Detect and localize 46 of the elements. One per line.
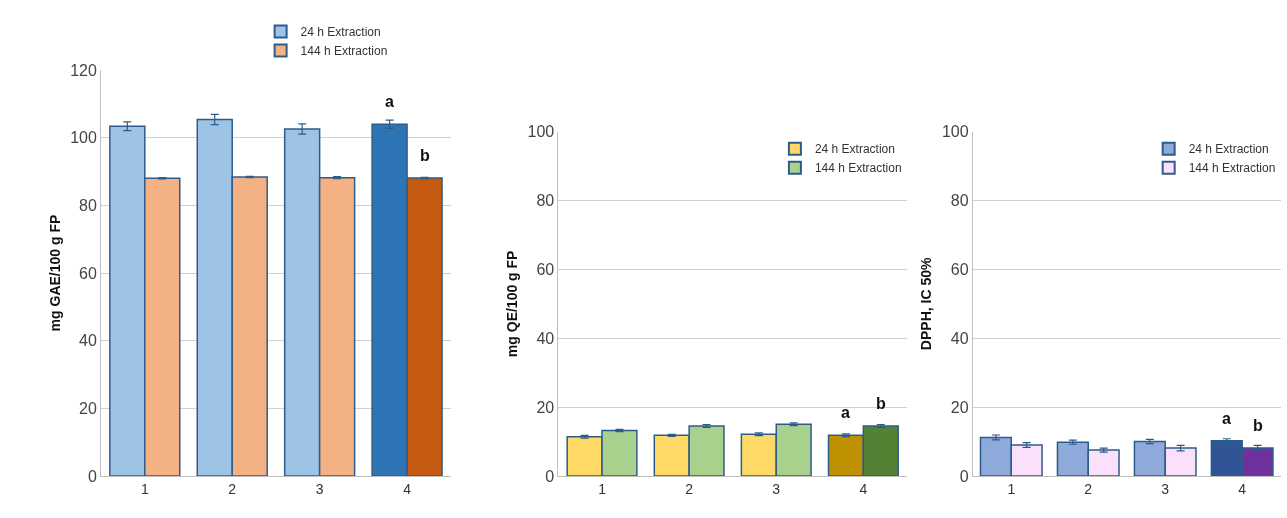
y-tick-label: 120 bbox=[70, 61, 97, 79]
y-tick-label: 60 bbox=[79, 264, 97, 282]
x-tick-label: 4 bbox=[859, 480, 868, 497]
y-axis-title: DPPH, IC 50% bbox=[918, 257, 935, 351]
annotation: b bbox=[1253, 417, 1263, 434]
y-tick-label: 60 bbox=[536, 261, 555, 279]
y-axis-title: mg GAE/100 g FP bbox=[46, 214, 63, 332]
annotation: a bbox=[841, 404, 850, 421]
y-tick-label: 40 bbox=[536, 329, 555, 347]
x-tick-label: 3 bbox=[772, 480, 781, 497]
y-tick-label: 20 bbox=[950, 398, 969, 416]
legend-label: 144 h Extraction bbox=[300, 44, 388, 59]
legend-label: 24 h Extraction bbox=[1188, 142, 1269, 157]
x-tick-label: 4 bbox=[403, 480, 412, 497]
legend-label: 24 h Extraction bbox=[300, 25, 381, 40]
annotation: b bbox=[876, 395, 886, 412]
legend-label: 144 h Extraction bbox=[814, 161, 902, 176]
y-tick-label: 100 bbox=[527, 123, 555, 141]
y-tick-label: 60 bbox=[950, 261, 969, 279]
annotation: a bbox=[385, 93, 394, 110]
y-axis-title: mg QE/100 g FP bbox=[504, 250, 521, 358]
x-tick-label: 2 bbox=[1084, 480, 1093, 497]
annotation: a bbox=[1222, 410, 1231, 427]
x-tick-label: 3 bbox=[1161, 480, 1170, 497]
y-tick-label: 40 bbox=[79, 332, 97, 350]
y-tick-label: 40 bbox=[950, 329, 969, 347]
annotation: b bbox=[420, 147, 430, 164]
legend-label: 144 h Extraction bbox=[1188, 161, 1276, 176]
y-tick-label: 0 bbox=[959, 467, 969, 485]
x-tick-label: 1 bbox=[140, 480, 149, 497]
x-tick-label: 1 bbox=[1007, 480, 1016, 497]
y-tick-label: 20 bbox=[536, 398, 555, 416]
x-tick-label: 2 bbox=[685, 480, 694, 497]
y-tick-label: 20 bbox=[79, 399, 97, 417]
y-tick-label: 80 bbox=[536, 192, 555, 210]
y-tick-label: 100 bbox=[941, 123, 969, 141]
y-tick-label: 80 bbox=[79, 196, 97, 214]
y-tick-label: 0 bbox=[545, 467, 555, 485]
y-tick-label: 100 bbox=[70, 129, 97, 147]
x-tick-label: 2 bbox=[228, 480, 237, 497]
x-tick-label: 1 bbox=[598, 480, 607, 497]
y-tick-label: 0 bbox=[87, 467, 97, 485]
x-tick-label: 4 bbox=[1238, 480, 1247, 497]
x-tick-label: 3 bbox=[315, 480, 324, 497]
y-tick-label: 80 bbox=[950, 192, 969, 210]
legend-label: 24 h Extraction bbox=[814, 142, 895, 157]
